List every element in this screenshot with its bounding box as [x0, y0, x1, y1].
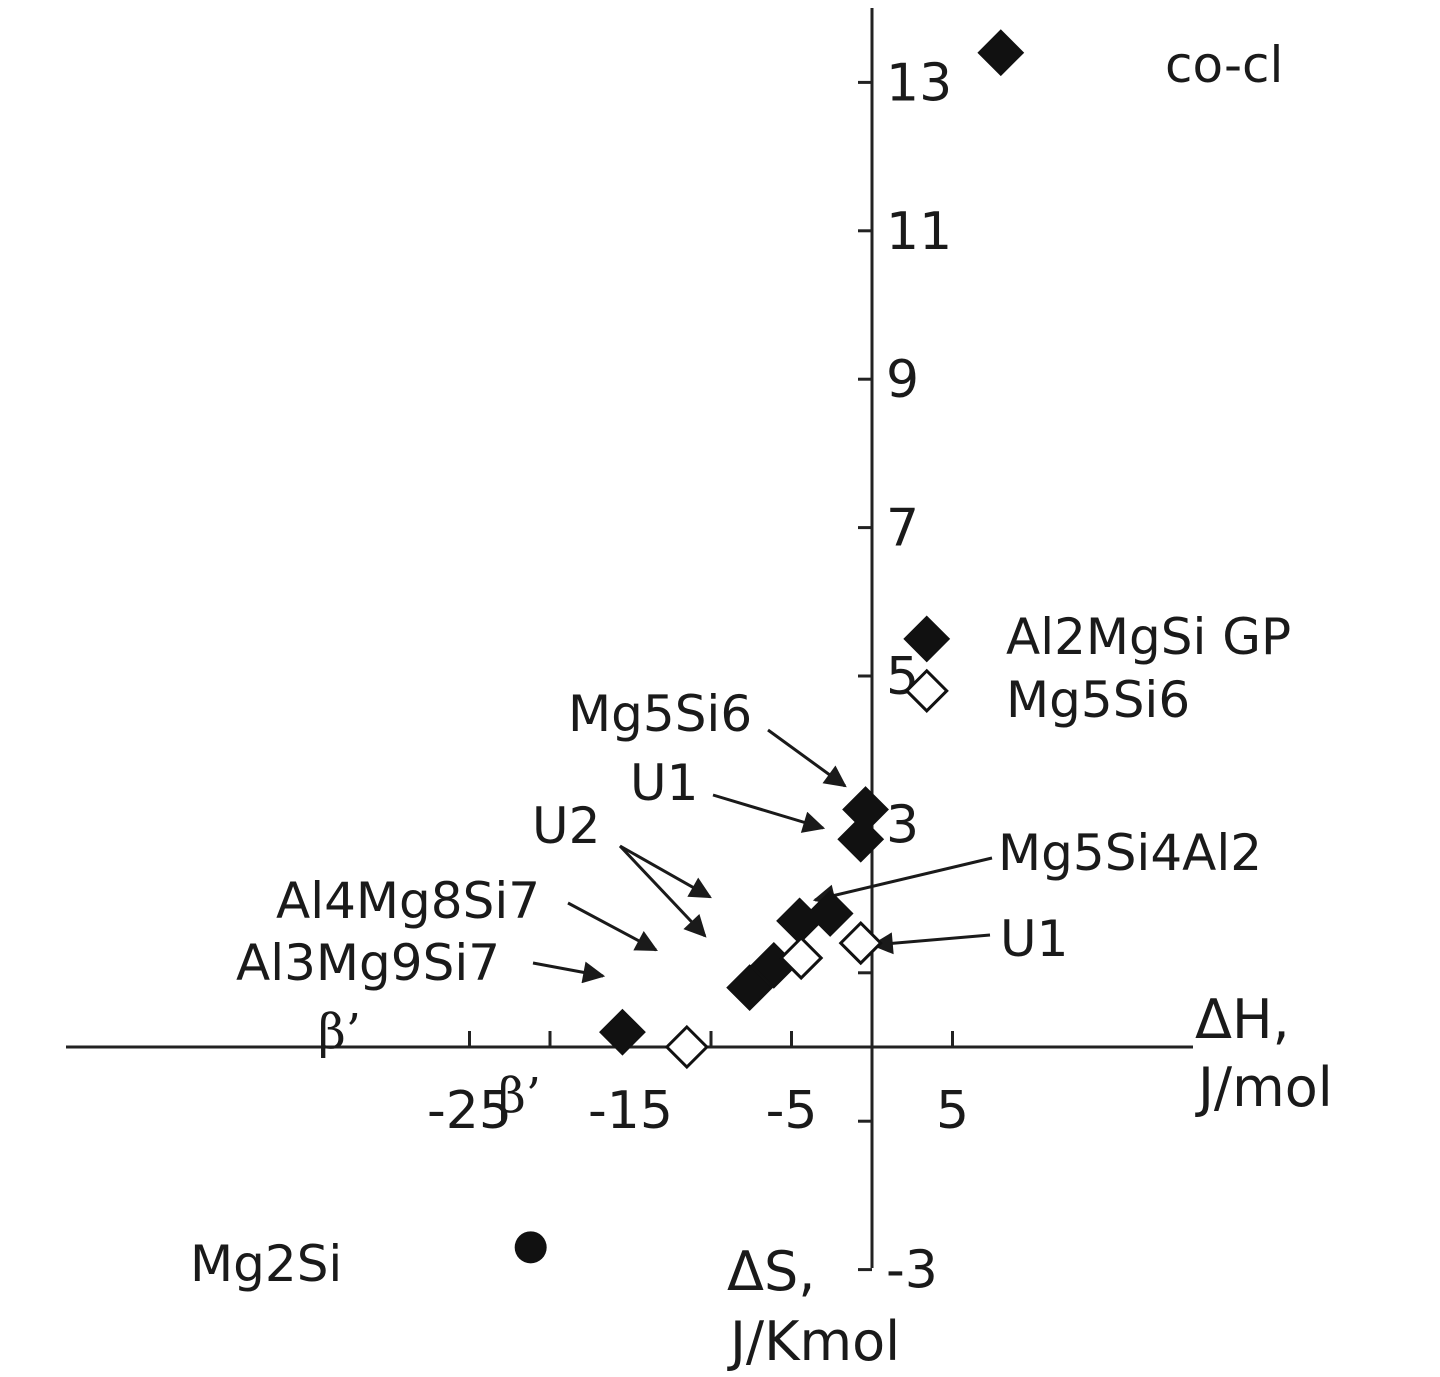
annotation-label: β’ — [498, 1068, 541, 1124]
annotation-label: Al2MgSi GP — [1006, 608, 1291, 666]
filled-diamond-marker — [977, 29, 1025, 77]
annotation-arrow — [712, 793, 826, 833]
annotation-arrow — [767, 728, 847, 788]
y-tick-label: 9 — [886, 350, 919, 410]
filled-diamond-marker — [726, 964, 774, 1012]
annotation-arrow — [619, 844, 712, 899]
open-diamond-marker — [779, 935, 824, 981]
annotation-arrow — [532, 961, 606, 984]
annotation-label: co-cl — [1165, 36, 1283, 94]
annotation-label: Mg2Si — [190, 1235, 342, 1293]
arrows-group — [532, 728, 993, 984]
x-axis-title-line2: J/mol — [1195, 1056, 1333, 1119]
y-tick-label: 7 — [886, 499, 919, 559]
y-tick-label: 11 — [886, 202, 952, 262]
markers-group — [514, 29, 1025, 1264]
y-tick-label: -3 — [886, 1241, 938, 1301]
annotation-label: U1 — [630, 754, 698, 812]
annotation-label: Mg5Si6 — [568, 685, 752, 743]
y-tick-label: 13 — [886, 53, 952, 113]
y-tick-label: 3 — [886, 795, 919, 855]
x-tick-label: -5 — [766, 1081, 818, 1141]
annotation-label: Al4Mg8Si7 — [276, 872, 540, 930]
open-diamond-marker — [904, 668, 949, 713]
x-tick-label: 5 — [936, 1081, 969, 1141]
annotation-label: Mg5Si6 — [1006, 671, 1190, 729]
annotation-label: β’ — [318, 1004, 361, 1060]
annotation-label: Al3Mg9Si7 — [236, 934, 500, 992]
x-tick-label: -25 — [427, 1081, 512, 1141]
annotation-label: Mg5Si4Al2 — [998, 824, 1262, 882]
annotation-arrow — [812, 856, 993, 907]
filled-circle-marker — [514, 1231, 547, 1264]
annotation-label: U1 — [1000, 910, 1068, 968]
y-axis-title-line2: J/Kmol — [727, 1310, 900, 1373]
x-axis-title-line1: ΔH, — [1195, 988, 1290, 1051]
annotation-arrow — [870, 932, 991, 955]
x-tick-label: -15 — [588, 1081, 673, 1141]
filled-diamond-marker — [599, 1008, 646, 1056]
open-diamond-marker — [838, 920, 883, 966]
y-axis-title-line1: ΔS, — [727, 1240, 815, 1303]
annotation-label: U2 — [532, 797, 600, 855]
open-diamond-marker — [664, 1024, 709, 1070]
annotation-arrow — [618, 844, 707, 938]
filled-diamond-marker — [837, 815, 885, 863]
filled-diamond-marker — [903, 615, 951, 663]
annotation-arrow — [567, 901, 658, 952]
